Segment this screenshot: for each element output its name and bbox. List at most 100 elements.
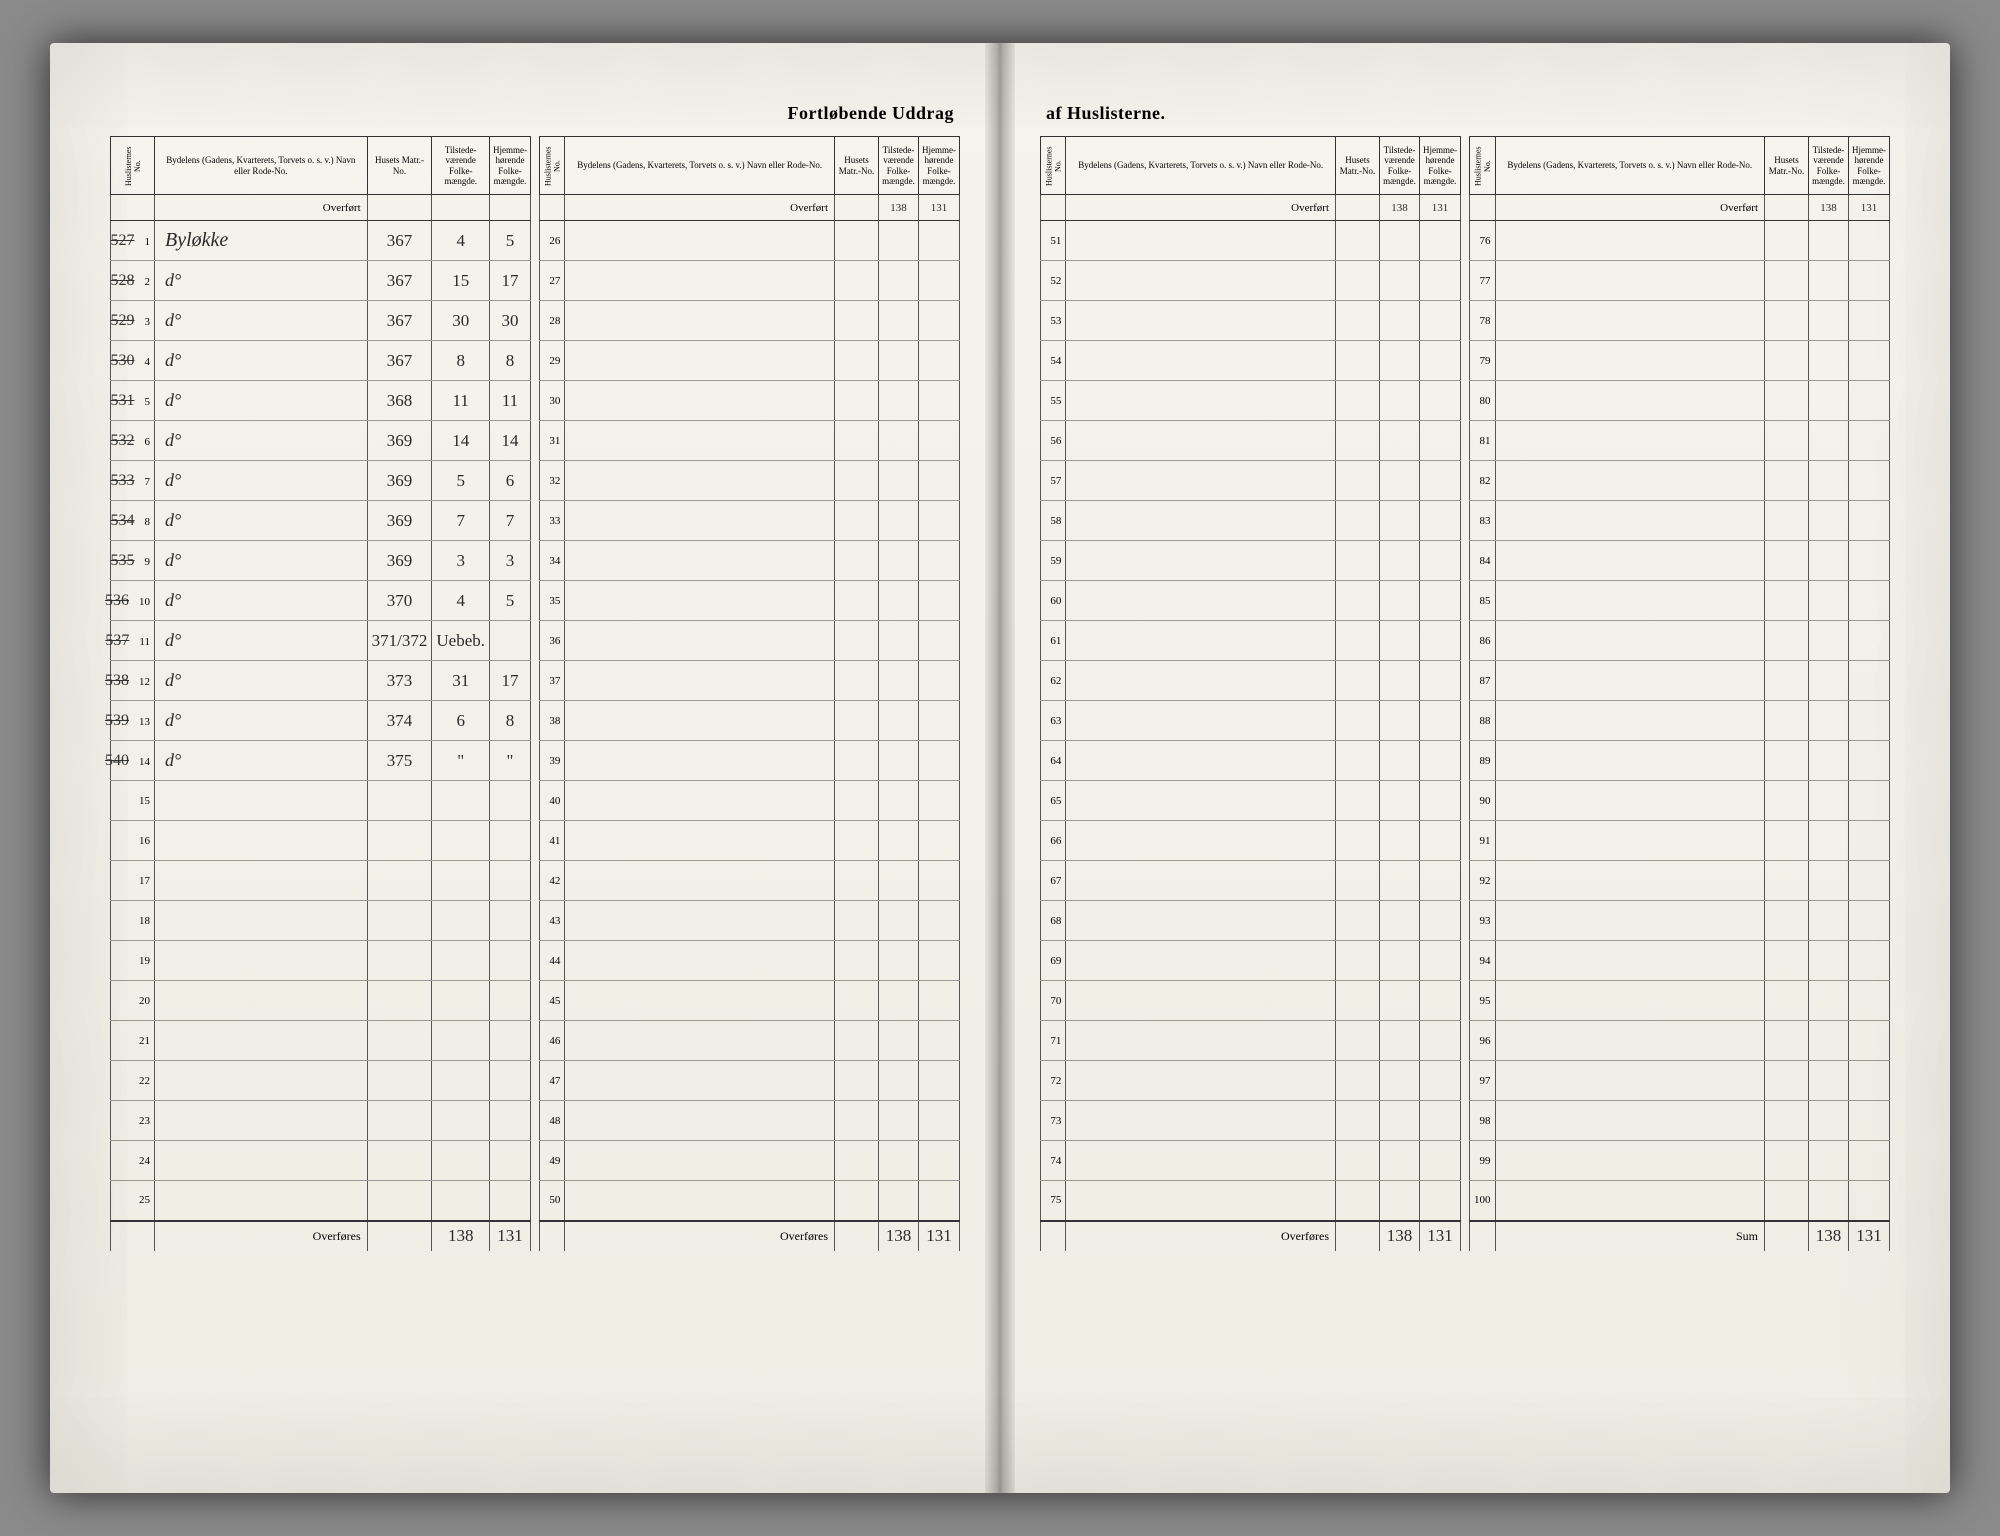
row-tilstede bbox=[1380, 901, 1420, 941]
row-matr bbox=[1765, 1061, 1809, 1101]
row-matr bbox=[835, 221, 879, 261]
row-number: 41 bbox=[540, 821, 565, 861]
row-desc bbox=[565, 621, 835, 661]
row-hjemme bbox=[919, 661, 960, 701]
row-tilstede bbox=[1380, 1061, 1420, 1101]
col-matr: Husets Matr.-No. bbox=[1336, 137, 1380, 195]
row-matr bbox=[835, 461, 879, 501]
row-matr bbox=[835, 1061, 879, 1101]
row-number: 81 bbox=[1470, 421, 1496, 461]
table-row: 30 bbox=[540, 381, 960, 421]
row-matr bbox=[1765, 501, 1809, 541]
row-tilstede bbox=[1809, 741, 1849, 781]
row-number: 26 bbox=[540, 221, 565, 261]
table-row: 39 bbox=[540, 741, 960, 781]
row-desc bbox=[1495, 941, 1765, 981]
row-hjemme bbox=[1420, 581, 1461, 621]
row-desc bbox=[1495, 861, 1765, 901]
row-desc bbox=[1066, 1021, 1336, 1061]
row-hjemme bbox=[919, 821, 960, 861]
row-hjemme bbox=[919, 541, 960, 581]
row-number: 46 bbox=[540, 1021, 565, 1061]
row-number: 27 bbox=[540, 261, 565, 301]
row-tilstede bbox=[1809, 1021, 1849, 1061]
row-hjemme bbox=[919, 381, 960, 421]
table-row: 98 bbox=[1470, 1101, 1890, 1141]
row-hjemme bbox=[919, 1021, 960, 1061]
row-hjemme bbox=[1420, 981, 1461, 1021]
row-tilstede bbox=[879, 301, 919, 341]
row-matr bbox=[835, 421, 879, 461]
row-matr bbox=[1765, 821, 1809, 861]
table-row: 32 bbox=[540, 461, 960, 501]
col-huslister: Huslisternes No. bbox=[1470, 137, 1496, 195]
table-row: 59 bbox=[1041, 541, 1461, 581]
row-number: 53913 bbox=[111, 701, 155, 741]
ledger-table: Huslisternes No. Bydelens (Gadens, Kvart… bbox=[1040, 136, 1461, 1251]
col-tilstede: Tilstede-værende Folke-mængde. bbox=[1380, 137, 1420, 195]
table-row: 72 bbox=[1041, 1061, 1461, 1101]
overfort-tilstede: 138 bbox=[1809, 195, 1849, 221]
row-desc bbox=[565, 1021, 835, 1061]
row-number: 67 bbox=[1041, 861, 1066, 901]
row-tilstede bbox=[879, 661, 919, 701]
row-hjemme: 6 bbox=[490, 461, 531, 501]
table-row: 15 bbox=[111, 781, 531, 821]
overfort-label: Overført bbox=[155, 195, 368, 221]
row-number: 86 bbox=[1470, 621, 1496, 661]
table-row: 53610 d° 370 4 5 bbox=[111, 581, 531, 621]
row-matr bbox=[1765, 861, 1809, 901]
col-tilstede: Tilstede-værende Folke-mængde. bbox=[432, 137, 490, 195]
row-tilstede bbox=[1809, 541, 1849, 581]
row-matr bbox=[835, 1101, 879, 1141]
table-row: 33 bbox=[540, 501, 960, 541]
row-number: 91 bbox=[1470, 821, 1496, 861]
footer-row: Overføres 138 131 bbox=[540, 1221, 960, 1251]
row-desc bbox=[1066, 901, 1336, 941]
row-matr bbox=[1336, 821, 1380, 861]
row-matr bbox=[1765, 301, 1809, 341]
row-desc bbox=[565, 501, 835, 541]
row-desc bbox=[565, 981, 835, 1021]
row-matr bbox=[1765, 981, 1809, 1021]
row-hjemme bbox=[1849, 1141, 1890, 1181]
table-row: 5304 d° 367 8 8 bbox=[111, 341, 531, 381]
row-matr bbox=[835, 341, 879, 381]
overfort-tilstede: 138 bbox=[1380, 195, 1420, 221]
row-tilstede bbox=[1809, 261, 1849, 301]
row-tilstede bbox=[879, 901, 919, 941]
row-desc bbox=[1066, 861, 1336, 901]
row-number: 24 bbox=[111, 1141, 155, 1181]
row-hjemme bbox=[919, 581, 960, 621]
row-tilstede bbox=[1380, 1141, 1420, 1181]
row-desc bbox=[1066, 301, 1336, 341]
row-hjemme bbox=[490, 1181, 531, 1221]
row-tilstede bbox=[1809, 701, 1849, 741]
row-hjemme bbox=[490, 1061, 531, 1101]
row-number: 39 bbox=[540, 741, 565, 781]
row-matr bbox=[1336, 661, 1380, 701]
row-tilstede bbox=[1809, 1141, 1849, 1181]
row-number: 33 bbox=[540, 501, 565, 541]
row-number: 70 bbox=[1041, 981, 1066, 1021]
row-number: 21 bbox=[111, 1021, 155, 1061]
row-hjemme bbox=[919, 461, 960, 501]
row-matr bbox=[1336, 501, 1380, 541]
row-number: 19 bbox=[111, 941, 155, 981]
row-number: 75 bbox=[1041, 1181, 1066, 1221]
table-row: 62 bbox=[1041, 661, 1461, 701]
row-number: 30 bbox=[540, 381, 565, 421]
row-desc bbox=[1495, 661, 1765, 701]
table-row: 97 bbox=[1470, 1061, 1890, 1101]
row-matr bbox=[835, 741, 879, 781]
row-tilstede: 3 bbox=[432, 541, 490, 581]
row-hjemme bbox=[919, 1141, 960, 1181]
row-desc bbox=[565, 701, 835, 741]
row-desc bbox=[155, 861, 368, 901]
table-row: 53812 d° 373 31 17 bbox=[111, 661, 531, 701]
row-matr bbox=[835, 1181, 879, 1221]
row-hjemme bbox=[1420, 621, 1461, 661]
row-hjemme bbox=[1849, 581, 1890, 621]
table-row: 54014 d° 375 " " bbox=[111, 741, 531, 781]
row-number: 59 bbox=[1041, 541, 1066, 581]
